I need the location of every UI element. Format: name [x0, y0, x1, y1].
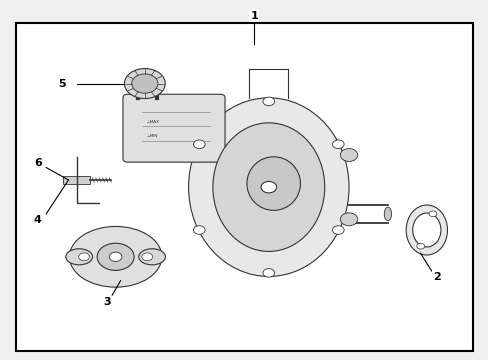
Text: 4: 4 [34, 215, 41, 225]
Circle shape [97, 243, 134, 270]
Circle shape [79, 253, 89, 261]
Circle shape [332, 140, 344, 149]
Text: ⚠MAX: ⚠MAX [147, 120, 160, 124]
Circle shape [263, 269, 274, 277]
Text: ⚠MIN: ⚠MIN [147, 134, 158, 138]
Text: 5: 5 [58, 78, 66, 89]
Circle shape [340, 149, 357, 161]
Ellipse shape [246, 157, 300, 210]
Circle shape [124, 68, 165, 99]
Ellipse shape [406, 205, 447, 255]
Bar [63, 176, 90, 184]
Circle shape [332, 226, 344, 234]
Text: 3: 3 [103, 297, 111, 307]
Text: 6: 6 [34, 158, 41, 168]
Circle shape [263, 97, 274, 106]
Circle shape [131, 74, 158, 93]
Text: 1: 1 [250, 11, 258, 21]
Circle shape [193, 140, 205, 149]
Circle shape [142, 253, 152, 261]
Ellipse shape [139, 249, 165, 265]
Circle shape [109, 252, 122, 261]
Circle shape [340, 213, 357, 226]
Ellipse shape [188, 98, 348, 276]
Ellipse shape [212, 123, 324, 251]
Circle shape [416, 243, 424, 249]
Circle shape [428, 211, 436, 217]
Ellipse shape [69, 226, 162, 287]
Ellipse shape [66, 249, 92, 265]
Circle shape [193, 226, 205, 234]
FancyBboxPatch shape [122, 94, 224, 162]
Ellipse shape [384, 207, 391, 221]
Text: 2: 2 [432, 272, 440, 282]
Circle shape [261, 181, 276, 193]
Ellipse shape [412, 213, 440, 247]
